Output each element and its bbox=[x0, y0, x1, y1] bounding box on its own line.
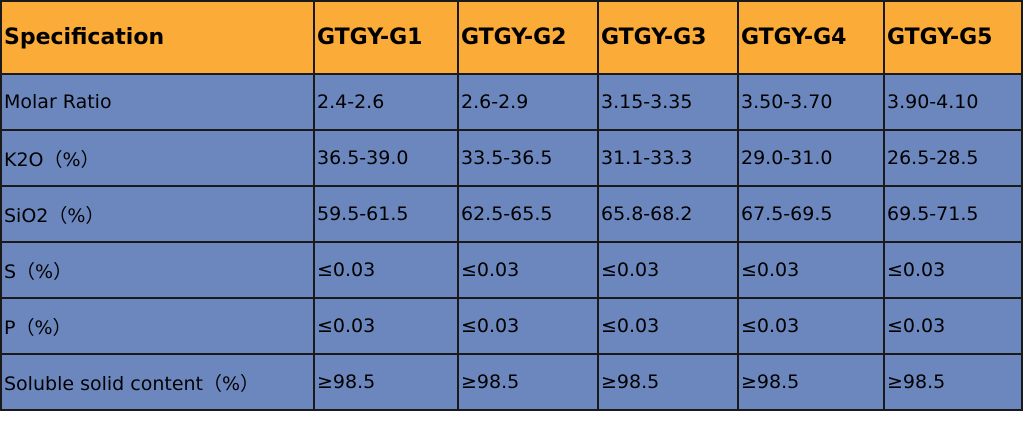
table-cell: ≥98.5 bbox=[737, 353, 885, 411]
table-cell: 29.0-31.0 bbox=[737, 129, 885, 187]
table-cell: 69.5-71.5 bbox=[883, 185, 1023, 243]
header-row: Specification GTGY-G1 GTGY-G2 GTGY-G3 GTGY-G… bbox=[0, 0, 1023, 75]
header-cell: GTGY-G2 bbox=[457, 0, 599, 75]
row-label: SiO2（%） bbox=[0, 185, 315, 243]
table-cell: 62.5-65.5 bbox=[457, 185, 599, 243]
row-label: P（%） bbox=[0, 297, 315, 355]
header-cell: GTGY-G1 bbox=[313, 0, 459, 75]
table-cell: ≤0.03 bbox=[313, 241, 459, 299]
table-cell: 3.90-4.10 bbox=[883, 73, 1023, 131]
table-body: Molar Ratio 2.4-2.6 2.6-2.9 3.15-3.35 3.50-3… bbox=[0, 73, 1023, 411]
table-cell: 3.50-3.70 bbox=[737, 73, 885, 131]
row-label: S（%） bbox=[0, 241, 315, 299]
table-cell: 3.15-3.35 bbox=[597, 73, 739, 131]
table-cell: ≥98.5 bbox=[313, 353, 459, 411]
table-header: Specification GTGY-G1 GTGY-G2 GTGY-G3 GTGY-G… bbox=[0, 0, 1023, 75]
table-cell: ≤0.03 bbox=[883, 241, 1023, 299]
table-cell: 65.8-68.2 bbox=[597, 185, 739, 243]
row-label: Molar Ratio bbox=[0, 73, 315, 131]
table-cell: ≤0.03 bbox=[883, 297, 1023, 355]
header-cell: GTGY-G5 bbox=[883, 0, 1023, 75]
table-row: S（%） ≤0.03 ≤0.03 ≤0.03 ≤0.03 ≤0.03 bbox=[0, 241, 1023, 299]
table-cell: ≥98.5 bbox=[883, 353, 1023, 411]
table-cell: 59.5-61.5 bbox=[313, 185, 459, 243]
table-cell: ≤0.03 bbox=[737, 297, 885, 355]
table-cell: 2.6-2.9 bbox=[457, 73, 599, 131]
table-cell: 67.5-69.5 bbox=[737, 185, 885, 243]
table-cell: ≤0.03 bbox=[313, 297, 459, 355]
table-cell: 2.4-2.6 bbox=[313, 73, 459, 131]
table-cell: ≤0.03 bbox=[597, 241, 739, 299]
spec-table: Specification GTGY-G1 GTGY-G2 GTGY-G3 GTGY-G… bbox=[0, 0, 1023, 411]
table-cell: 33.5-36.5 bbox=[457, 129, 599, 187]
table-cell: ≤0.03 bbox=[737, 241, 885, 299]
row-label: Soluble solid content（%） bbox=[0, 353, 315, 411]
table-row: K2O（%） 36.5-39.0 33.5-36.5 31.1-33.3 29.0-31… bbox=[0, 129, 1023, 187]
table-row: P（%） ≤0.03 ≤0.03 ≤0.03 ≤0.03 ≤0.03 bbox=[0, 297, 1023, 355]
header-cell: Specification bbox=[0, 0, 315, 75]
table-cell: 26.5-28.5 bbox=[883, 129, 1023, 187]
header-cell: GTGY-G3 bbox=[597, 0, 739, 75]
row-label: K2O（%） bbox=[0, 129, 315, 187]
table-cell: 36.5-39.0 bbox=[313, 129, 459, 187]
table-cell: ≤0.03 bbox=[597, 297, 739, 355]
table-row: SiO2（%） 59.5-61.5 62.5-65.5 65.8-68.2 67.5-6… bbox=[0, 185, 1023, 243]
header-cell: GTGY-G4 bbox=[737, 0, 885, 75]
table-row: Soluble solid content（%） ≥98.5 ≥98.5 ≥98.5 ≥… bbox=[0, 353, 1023, 411]
table-cell: 31.1-33.3 bbox=[597, 129, 739, 187]
table-cell: ≥98.5 bbox=[597, 353, 739, 411]
table-cell: ≤0.03 bbox=[457, 297, 599, 355]
table-row: Molar Ratio 2.4-2.6 2.6-2.9 3.15-3.35 3.50-3… bbox=[0, 73, 1023, 131]
table-cell: ≤0.03 bbox=[457, 241, 599, 299]
table-cell: ≥98.5 bbox=[457, 353, 599, 411]
